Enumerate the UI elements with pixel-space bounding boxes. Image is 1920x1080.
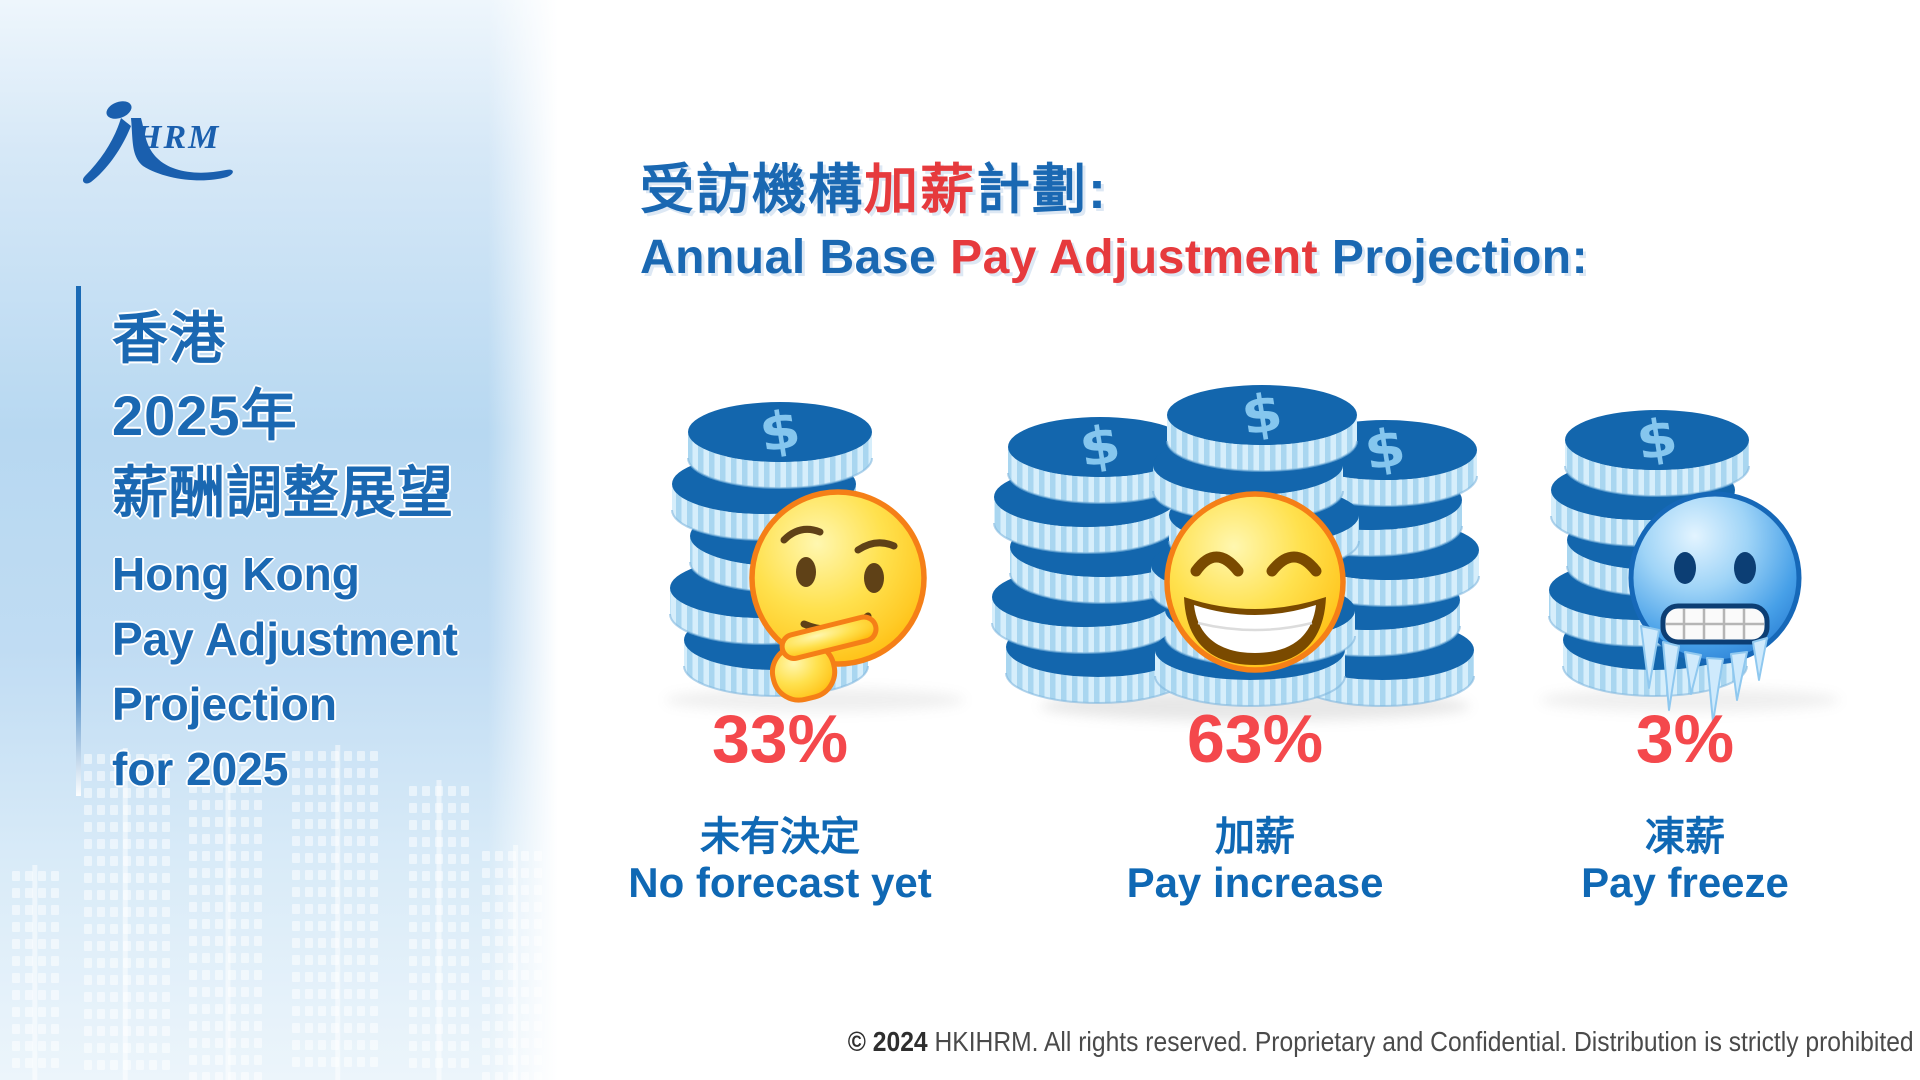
svg-text:$: $ (755, 399, 804, 465)
thinking-hand (769, 614, 879, 703)
label-zh: 未有決定 (700, 815, 860, 859)
sidebar-title-en: Hong Kong Pay Adjustment Projection for … (112, 542, 552, 802)
svg-text:$: $ (1360, 417, 1409, 483)
title-en-pre: Annual Base (640, 231, 951, 284)
city-skyline-graphic (12, 745, 542, 1080)
sidebar-en-line: for 2025 (112, 743, 289, 795)
column-pay-increase: 63% 加薪 Pay increase (1055, 702, 1455, 906)
svg-text:$: $ (1237, 382, 1286, 448)
sidebar-zh-line: 薪酬調整展望 (112, 461, 454, 524)
title-en-post: Projection: (1318, 231, 1589, 284)
label-zh: 凍薪 (1645, 815, 1725, 859)
beaming-face-emoji (1164, 491, 1346, 673)
svg-text:$: $ (1075, 414, 1124, 480)
icicles (1640, 625, 1768, 723)
main-title-en: Annual Base Pay Adjustment Projection: (640, 228, 1840, 288)
percent-value: 63% (1186, 701, 1324, 777)
title-en-highlight: Pay Adjustment (950, 231, 1319, 284)
footer-year: © 2024 (847, 1026, 928, 1057)
sidebar-en-line: Projection (112, 678, 337, 730)
coins-and-emoji-graphic: $ $ $ $ $ (665, 382, 1840, 723)
sidebar-title-zh: 香港 2025年 薪酬調整展望 (112, 300, 552, 531)
label-en: No forecast yet (628, 859, 932, 906)
column-no-forecast: 33% 未有決定 No forecast yet (580, 702, 980, 906)
footer-copyright: © 2024 HKIHRM. All rights reserved. Prop… (847, 1026, 1914, 1058)
sidebar-en-line: Pay Adjustment (112, 613, 458, 665)
title-zh-pre: 受訪機構 (640, 160, 864, 220)
sidebar-divider-line (76, 286, 81, 796)
cold-face-emoji (1628, 491, 1802, 723)
title-zh-post: 計劃: (976, 160, 1108, 220)
panel-edge-fade (488, 0, 558, 1080)
title-zh-highlight: 加薪 (864, 160, 976, 220)
footer-text: HKIHRM. All rights reserved. Proprietary… (927, 1026, 1914, 1057)
left-panel: HRM 香港 2025年 薪酬調整展望 Hong Kong Pay Adjust… (0, 0, 558, 1080)
svg-text:$: $ (1632, 407, 1681, 473)
logo-hrm-text: HRM (134, 119, 220, 156)
column-pay-freeze: 3% 凍薪 Pay freeze (1485, 702, 1885, 906)
percent-value: 3% (1635, 701, 1735, 777)
thinking-face-emoji (749, 489, 927, 703)
sidebar-zh-line: 香港 (112, 307, 226, 370)
person-brush-stroke-icon (82, 101, 233, 184)
sidebar-en-line: Hong Kong (112, 548, 360, 600)
main-title-zh: 受訪機構加薪計劃: (640, 158, 1840, 222)
percent-value: 33% (711, 701, 849, 777)
label-en: Pay freeze (1581, 859, 1789, 906)
beaming-eyes (1190, 551, 1322, 577)
hkihrm-logo: HRM (82, 101, 233, 184)
label-zh: 加薪 (1215, 815, 1295, 859)
main-title: 受訪機構加薪計劃: Annual Base Pay Adjustment Pro… (640, 158, 1840, 288)
label-en: Pay increase (1126, 859, 1384, 906)
sidebar-zh-line: 2025年 (112, 384, 298, 447)
